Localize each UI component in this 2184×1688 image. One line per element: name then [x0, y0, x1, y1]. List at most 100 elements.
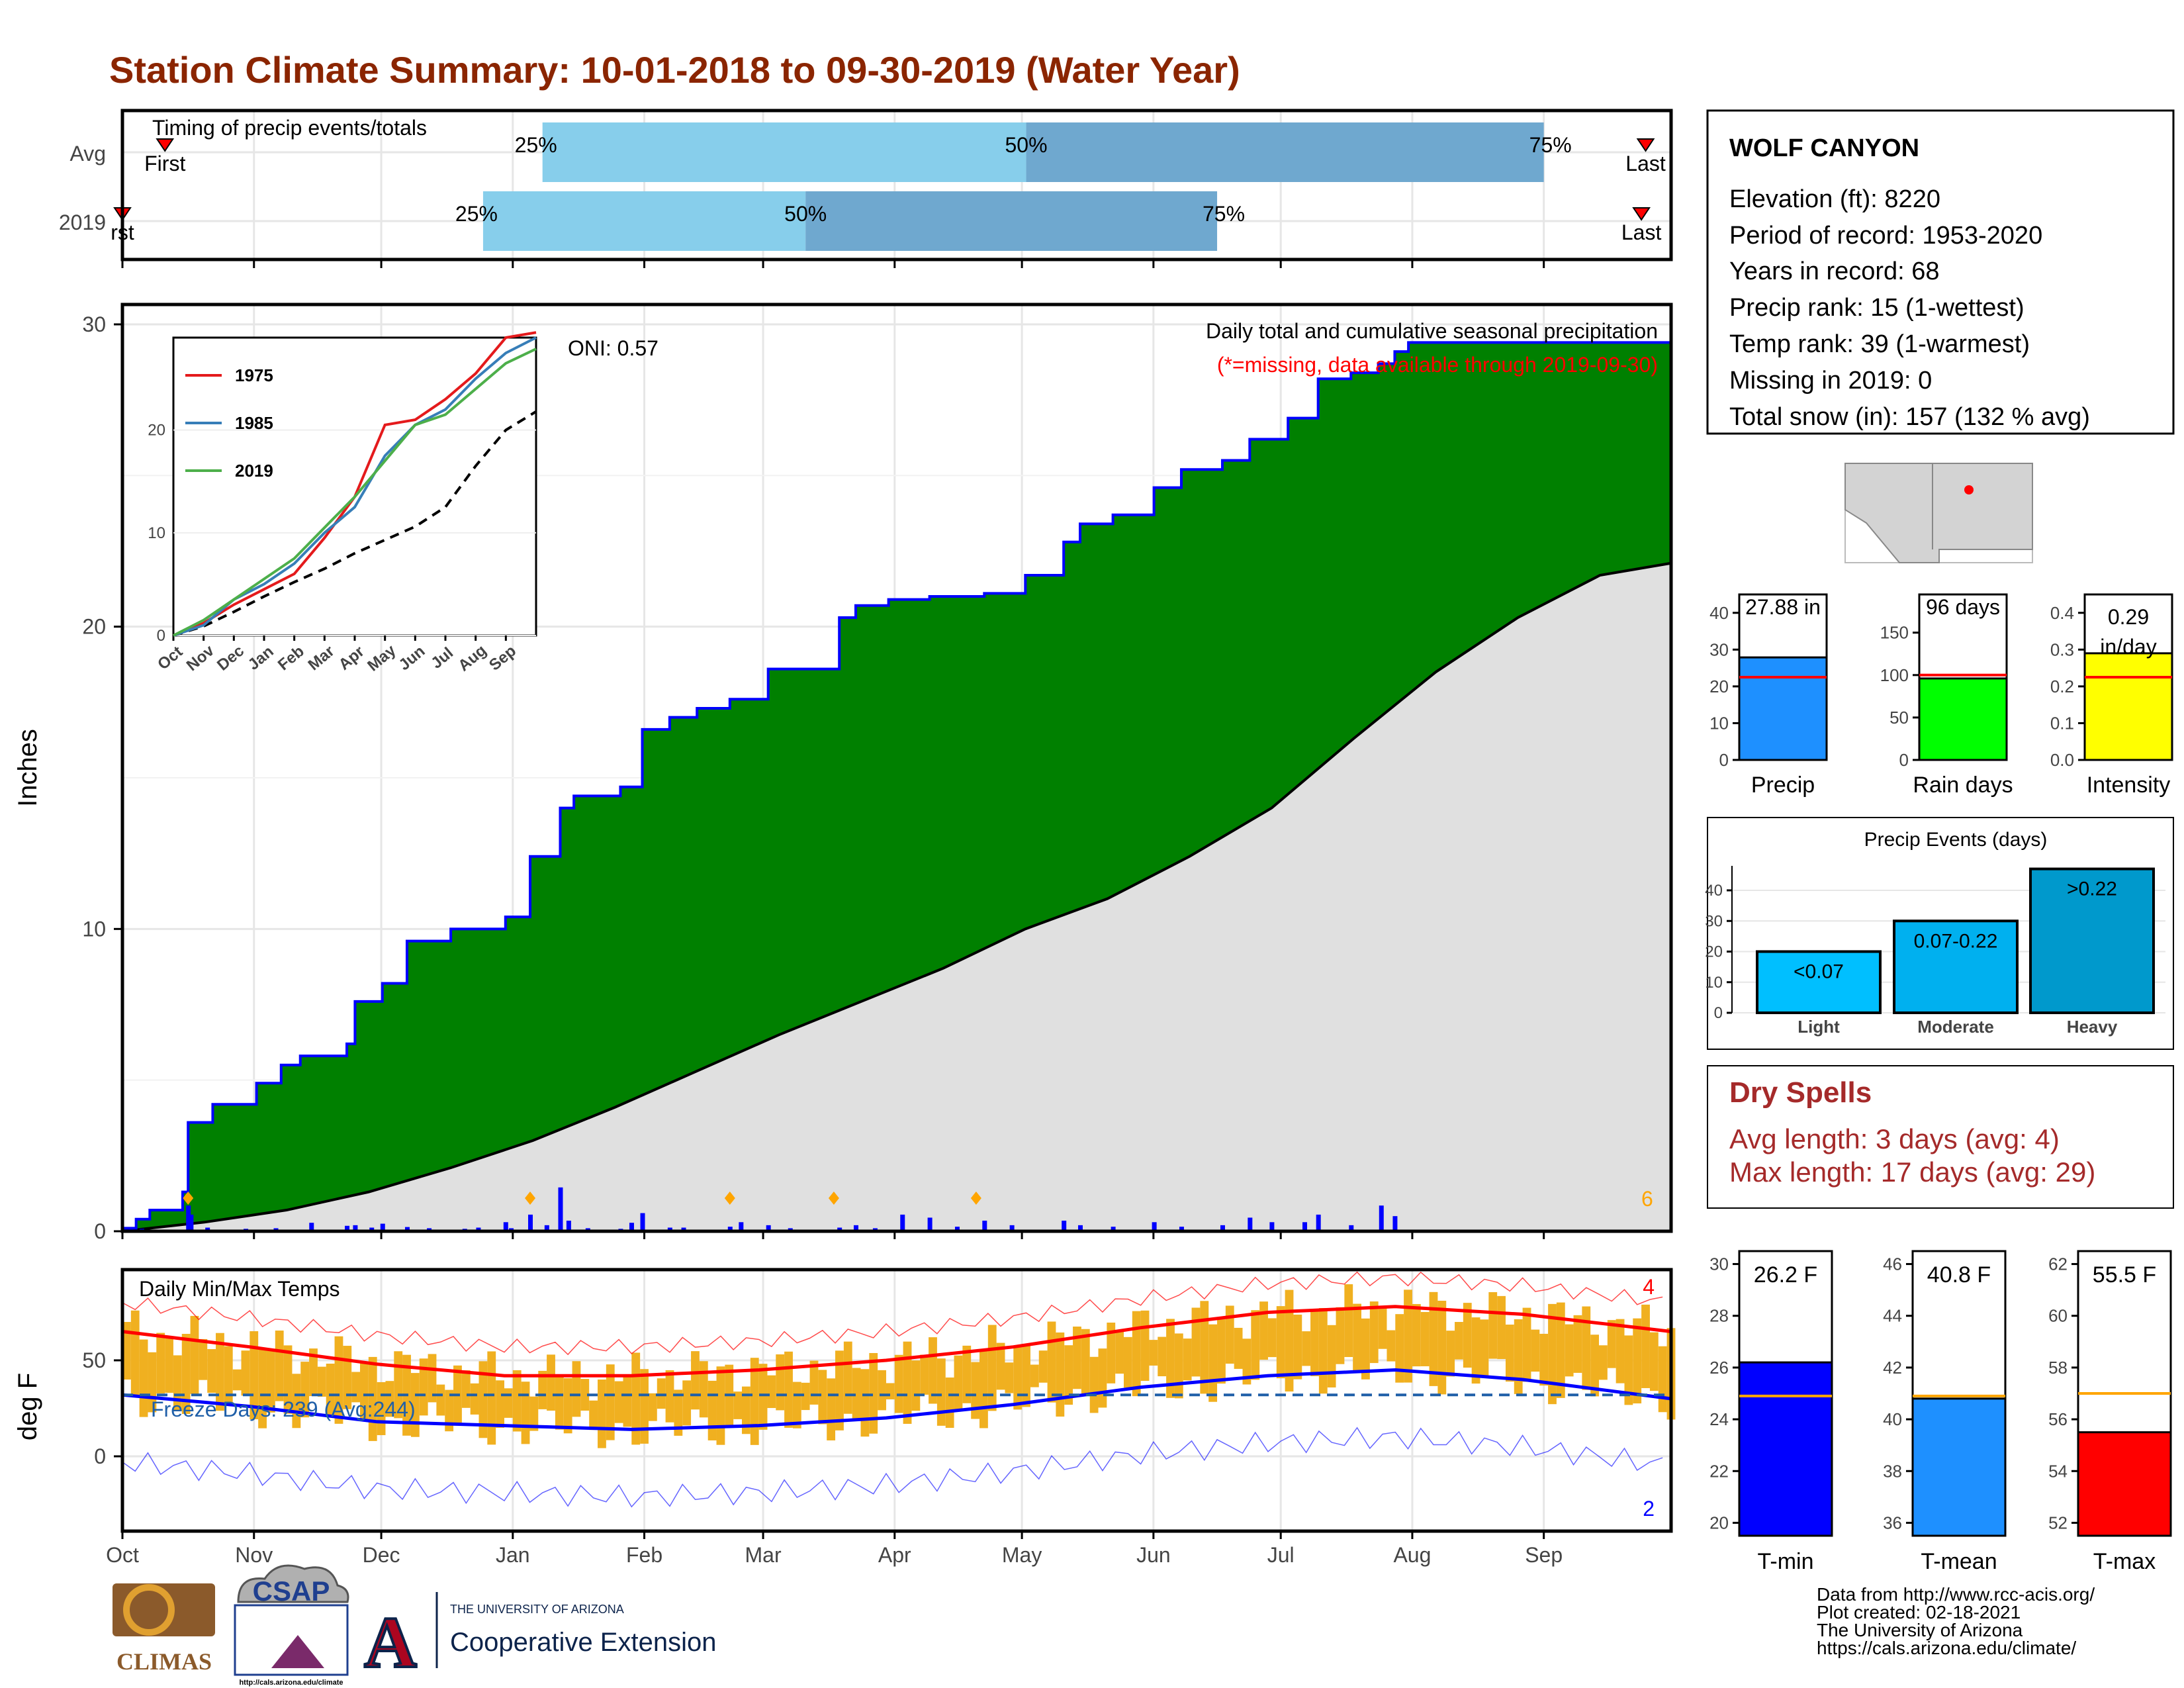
quartile-bar-25-50: [542, 122, 1026, 182]
oni-label: ONI: 0.57: [568, 336, 659, 360]
daily-precip-bar: [1179, 1227, 1184, 1231]
daily-temp-range-bar: [682, 1380, 692, 1426]
temps-panel: 0 50 Daily Min/Max Temps Freeze Days: 239…: [13, 1268, 1676, 1567]
bar-category-label: T-max: [2093, 1549, 2156, 1574]
daily-temp-range-bar: [1115, 1331, 1124, 1374]
events-y-tick-label: 30: [1705, 912, 1723, 930]
dry-spells-max: Max length: 17 days (avg: 29): [1729, 1156, 2095, 1188]
daily-temp-range-bar: [674, 1389, 683, 1436]
month-label: Oct: [106, 1543, 139, 1567]
ua-small-text: THE UNIVERSITY OF ARIZONA: [450, 1603, 624, 1616]
last-event-label: Last: [1625, 152, 1666, 175]
daily-precip-bar: [1220, 1225, 1225, 1231]
bar-category-label: Intensity: [2087, 773, 2171, 798]
daily-temp-range-bar: [419, 1358, 428, 1416]
average-cumulative-area: [122, 563, 1671, 1231]
daily-temp-range-bar: [173, 1355, 182, 1411]
daily-temp-range-bar: [199, 1338, 208, 1380]
bar-y-tick-label: 100: [1880, 665, 1909, 685]
daily-temp-range-bar: [156, 1333, 165, 1394]
value-bar: [2077, 1431, 2172, 1537]
daily-temp-range-bar: [538, 1370, 547, 1409]
daily-temp-range-bar: [436, 1384, 445, 1416]
daily-temp-range-bar: [1471, 1317, 1480, 1384]
daily-precip-bar: [681, 1227, 686, 1231]
pct50-label: 50%: [1005, 133, 1048, 157]
daily-temp-range-bar: [394, 1351, 403, 1419]
daily-temp-range-bar: [1548, 1303, 1557, 1405]
pct25-label: 25%: [515, 133, 557, 157]
daily-temp-range-bar: [657, 1378, 666, 1409]
bar-y-tick-label: 150: [1880, 623, 1909, 643]
station-location-marker: [1964, 485, 1974, 494]
month-label: Sep: [1525, 1543, 1563, 1567]
bar-y-tick-label: 36: [1883, 1513, 1902, 1532]
missing-count-label: 6: [1641, 1187, 1653, 1211]
bar-y-tick-label: 0: [1719, 750, 1729, 770]
daily-temp-range-bar: [130, 1310, 140, 1397]
daily-temp-range-bar: [750, 1358, 759, 1445]
precip-y-axis-label: Inches: [13, 729, 42, 807]
daily-temp-range-bar: [461, 1370, 471, 1408]
daily-temp-range-bar: [1217, 1319, 1226, 1384]
daily-temp-range-bar: [224, 1346, 233, 1406]
daily-temp-range-bar: [445, 1389, 454, 1432]
daily-precip-bar: [629, 1223, 634, 1231]
daily-temp-range-bar: [1132, 1311, 1141, 1397]
station-line: Years in record: 68: [1729, 258, 1940, 285]
daily-temp-range-bar: [1123, 1336, 1132, 1388]
daily-temp-range-bar: [971, 1362, 980, 1419]
ua-logo: A THE UNIVERSITY OF ARIZONA Cooperative …: [363, 1592, 716, 1684]
daily-precip-bar: [837, 1227, 842, 1231]
month-label: Jan: [496, 1543, 530, 1567]
bar-y-tick-label: 44: [1883, 1306, 1902, 1326]
precip-frame: [120, 303, 1673, 1233]
month-label: May: [1002, 1543, 1042, 1567]
daily-temp-range-bar: [716, 1366, 725, 1445]
month-label: Dec: [363, 1543, 400, 1567]
daily-temp-range-bar: [232, 1369, 242, 1391]
daily-temp-range-bar: [410, 1373, 420, 1437]
first-event-label: First: [144, 152, 185, 175]
daily-precip-bar: [128, 1227, 134, 1231]
daily-precip-bar: [1062, 1221, 1067, 1231]
daily-precip-bar: [1077, 1225, 1083, 1231]
events-y-tick-label: 20: [1705, 943, 1723, 961]
daily-temp-range-bar: [1056, 1332, 1065, 1417]
average-max-line: [122, 1305, 1672, 1378]
first-event-marker: [156, 138, 175, 152]
daily-temp-range-bar: [623, 1375, 632, 1427]
daily-temp-range-bar: [1191, 1307, 1201, 1377]
daily-temp-range-bar: [767, 1375, 776, 1409]
value-bar: [1911, 1397, 2007, 1537]
temps-label: Daily Min/Max Temps: [139, 1277, 340, 1301]
daily-temp-range-bar: [648, 1393, 657, 1421]
daily-temp-range-bar: [1208, 1324, 1218, 1402]
bar-category-label: T-mean: [1921, 1549, 1997, 1574]
max-count-label: 4: [1643, 1275, 1655, 1299]
daily-temp-range-bar: [1590, 1335, 1600, 1397]
daily-temp-range-bar: [1599, 1345, 1608, 1380]
bar-category-label: T-min: [1758, 1549, 1814, 1574]
daily-temp-range-bar: [962, 1345, 972, 1403]
daily-temp-range-bar: [207, 1349, 216, 1393]
precip-missing-note: (*=missing, data available through 2019-…: [1217, 353, 1658, 377]
daily-temp-range-bar: [987, 1325, 997, 1411]
daily-temp-range-bar: [614, 1381, 623, 1423]
daily-temp-range-bar: [699, 1361, 708, 1418]
dry-spells-avg: Avg length: 3 days (avg: 4): [1729, 1123, 2060, 1154]
precip-subtitle: Daily total and cumulative seasonal prec…: [1206, 319, 1658, 343]
bar-y-tick-label: 0.4: [2050, 603, 2074, 623]
bar-y-tick-label: 0.0: [2050, 750, 2074, 770]
pct25-label: 25%: [455, 202, 498, 226]
daily-temp-range-bar: [326, 1364, 335, 1417]
temperature-bar-charts: 20 22 24 26 28 30 T-min 26.2 F 36 38 40 42 44 46 T-mea…: [1709, 1250, 2172, 1574]
station-name: WOLF CANYON: [1729, 134, 1919, 162]
daily-temp-range-bar: [521, 1382, 530, 1444]
bar-y-tick-label: 30: [1709, 1254, 1729, 1274]
daily-temp-range-bar: [190, 1315, 199, 1394]
daily-precip-bar: [853, 1225, 858, 1231]
bar-y-tick-label: 26: [1709, 1358, 1729, 1378]
daily-temp-range-bar: [309, 1348, 318, 1397]
